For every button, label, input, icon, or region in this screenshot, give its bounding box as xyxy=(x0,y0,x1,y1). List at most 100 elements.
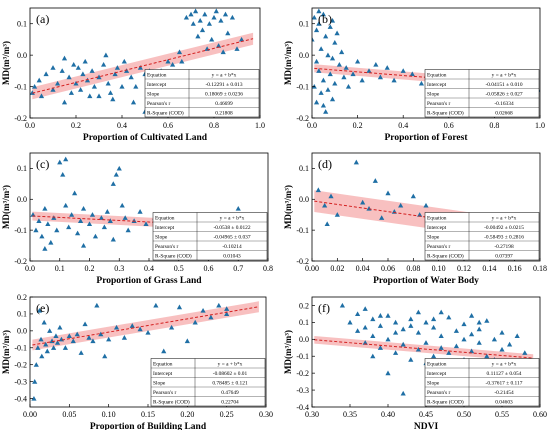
y-tick-label: -0.4 xyxy=(14,394,27,403)
data-point xyxy=(110,96,116,102)
data-point xyxy=(80,71,86,77)
data-point xyxy=(122,215,128,220)
data-point xyxy=(44,348,50,354)
stats-key: Intercept xyxy=(155,225,175,231)
data-point xyxy=(121,335,127,340)
x-tick-label: 0.02 xyxy=(330,264,344,273)
data-point xyxy=(316,8,322,14)
data-point xyxy=(42,205,48,211)
stats-value: -0.04151 ± 0.010 xyxy=(485,82,522,88)
y-tick-label: 0.2 xyxy=(17,293,27,302)
y-tick-label: 0.1 xyxy=(17,164,27,173)
data-point xyxy=(87,93,93,99)
panel-label: (a) xyxy=(36,12,49,26)
stats-key: R-Square (COD) xyxy=(427,252,464,259)
x-tick-label: 0.7 xyxy=(233,264,243,273)
y-tick-label: -0.4 xyxy=(296,403,309,412)
data-point xyxy=(101,61,107,67)
confidence-band xyxy=(32,32,254,100)
stats-key: Pearson's r xyxy=(427,244,450,250)
stats-key: Equation xyxy=(147,72,167,78)
data-point xyxy=(50,65,56,70)
data-point xyxy=(42,246,48,251)
data-point xyxy=(334,212,340,217)
data-point xyxy=(408,323,414,328)
stats-key: R-Square (COD) xyxy=(147,109,184,116)
y-tick-label: -0.3 xyxy=(296,386,309,395)
data-point xyxy=(323,33,329,39)
stats-value: y = a + b*x xyxy=(218,361,243,367)
stats-value: -0.58493 ± 0.2816 xyxy=(484,234,524,240)
data-point xyxy=(366,68,372,73)
x-tick-label: 0.15 xyxy=(141,410,155,419)
data-point xyxy=(327,71,333,77)
y-tick-label: 0.0 xyxy=(17,327,27,336)
data-point xyxy=(32,83,38,89)
data-point xyxy=(51,345,57,350)
data-point xyxy=(101,224,107,230)
data-point xyxy=(78,87,84,92)
data-point xyxy=(315,187,321,193)
data-point xyxy=(41,319,47,325)
data-point xyxy=(339,49,345,55)
data-point xyxy=(32,379,38,384)
y-tick-label: -0.1 xyxy=(14,82,27,91)
stats-value: y = a + b*x xyxy=(220,215,245,221)
data-point xyxy=(400,68,406,73)
stats-value: 0.02668 xyxy=(495,110,513,116)
data-point xyxy=(66,224,72,230)
data-point xyxy=(325,52,331,58)
data-point xyxy=(398,202,404,208)
x-tick-label: 0.10 xyxy=(432,264,446,273)
data-point xyxy=(43,341,49,347)
x-axis-label: NDVI xyxy=(414,422,439,430)
stats-value: -0.08602 ± 0.01 xyxy=(213,371,248,377)
data-point xyxy=(209,36,215,42)
data-point xyxy=(216,302,222,308)
stats-key: Slope xyxy=(427,91,440,97)
stats-value: -0.16334 xyxy=(494,101,514,107)
data-point xyxy=(74,331,80,337)
x-tick-label: 0.16 xyxy=(508,264,522,273)
data-point xyxy=(373,61,379,67)
x-tick-label: 0.6 xyxy=(204,264,214,273)
x-tick-label: 0.55 xyxy=(495,410,509,419)
panel-label: (f) xyxy=(318,301,330,315)
data-point xyxy=(61,55,68,61)
data-point xyxy=(43,71,49,77)
data-point xyxy=(128,74,134,80)
data-point xyxy=(220,49,226,55)
data-point xyxy=(121,58,127,64)
x-axis-label: Proportion of Grass Land xyxy=(96,276,202,286)
data-point xyxy=(129,323,135,328)
x-tick-label: 0.2 xyxy=(353,121,363,130)
data-point xyxy=(106,336,112,342)
data-point xyxy=(98,215,104,220)
data-point xyxy=(218,17,224,23)
data-point xyxy=(113,324,120,330)
data-point xyxy=(208,314,214,320)
stats-value: y = a + b*x xyxy=(492,215,517,221)
stats-key: Equation xyxy=(427,72,447,78)
data-point xyxy=(161,348,167,354)
data-point xyxy=(327,24,333,29)
data-point xyxy=(199,27,206,33)
data-point xyxy=(50,87,56,92)
x-tick-label: 0.10 xyxy=(102,410,116,419)
data-point xyxy=(312,14,317,20)
data-point xyxy=(370,316,376,322)
stats-table-frame xyxy=(150,358,266,407)
data-point xyxy=(400,390,406,396)
stats-value: -0.12291 ± 0.013 xyxy=(205,82,242,88)
data-point xyxy=(347,319,353,325)
fit-line xyxy=(314,200,534,233)
data-point xyxy=(169,324,175,330)
stats-value: y = a + b*x xyxy=(492,72,517,78)
data-point xyxy=(476,340,482,345)
data-point xyxy=(499,346,505,352)
x-tick-label: 0.30 xyxy=(305,410,319,419)
y-tick-label: -0.2 xyxy=(14,360,27,369)
data-point xyxy=(38,93,45,99)
data-point xyxy=(75,230,81,236)
x-tick-label: 0.60 xyxy=(533,410,547,419)
